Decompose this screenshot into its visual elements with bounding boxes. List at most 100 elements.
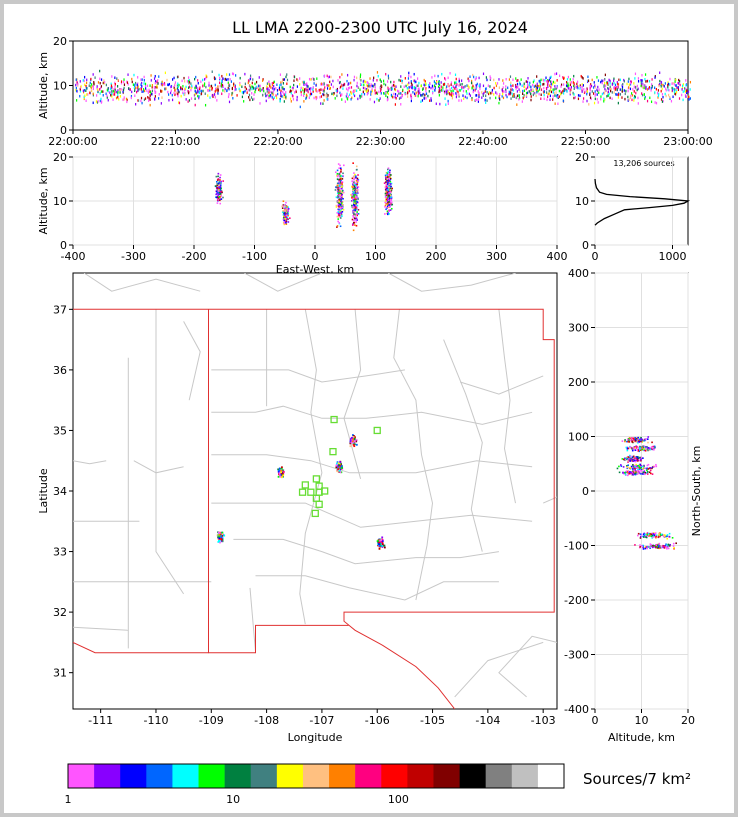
altitude-time-source (505, 77, 507, 81)
altitude-time-source (276, 83, 278, 86)
altitude-time-source (476, 85, 478, 89)
altitude-time-source (413, 86, 415, 89)
altitude-eastwest-source (340, 205, 342, 207)
northsouth-source (639, 440, 642, 442)
altitude-time-source (508, 90, 510, 94)
altitude-time-source (190, 82, 192, 85)
northsouth-source (637, 464, 640, 467)
lma-station-marker (312, 475, 321, 483)
altitude-time-source (401, 79, 403, 83)
altitude-time-source (502, 82, 505, 85)
plan-view-xtick-label: -104 (475, 714, 500, 727)
altitude-time-source (292, 98, 295, 101)
plan-view-source (353, 438, 356, 440)
plan-view-source (352, 443, 355, 446)
plan-view-xtick-label: -107 (309, 714, 334, 727)
altitude-time-source (243, 90, 245, 94)
altitude-eastwest-source (384, 196, 387, 199)
altitude-time-source (526, 84, 529, 87)
northsouth-source (624, 458, 626, 461)
altitude-eastwest-source (341, 187, 343, 190)
northsouth-source (651, 532, 654, 535)
altitude-time-source (369, 98, 371, 101)
altitude-time-source (540, 83, 542, 86)
altitude-time-source (560, 85, 562, 88)
altitude-eastwest-source (221, 191, 223, 194)
altitude-eastwest-source (385, 184, 388, 186)
northsouth-source (663, 545, 665, 547)
altitude-eastwest-source (354, 200, 356, 202)
plan-view-cluster (349, 434, 358, 448)
altitude-time-source (106, 94, 108, 98)
altitude-time-source (137, 76, 139, 79)
altitude-time-source (515, 85, 517, 88)
altitude-eastwest-source (218, 196, 221, 198)
altitude-time-source (674, 92, 676, 96)
altitude-time-source (370, 90, 372, 94)
altitude-eastwest-source (387, 189, 390, 192)
altitude-time-source (114, 90, 116, 94)
altitude-time-source (315, 95, 317, 99)
altitude-time-source (415, 94, 417, 97)
altitude-eastwest-xtick-label: 200 (426, 250, 447, 263)
northsouth-source (650, 447, 653, 450)
altitude-time-source (235, 74, 237, 77)
plan-view-source (336, 462, 338, 465)
altitude-time-source (400, 75, 402, 78)
altitude-time-source (521, 100, 523, 103)
altitude-eastwest-source (342, 174, 344, 177)
altitude-time-source (421, 94, 423, 97)
altitude-time-source (82, 90, 85, 94)
altitude-time-source (600, 80, 602, 84)
altitude-time-source (456, 93, 458, 97)
altitude-time-source (319, 95, 321, 99)
altitude-time-source (90, 77, 92, 81)
northsouth-source (662, 535, 665, 537)
altitude-eastwest-source (339, 207, 342, 210)
altitude-time-source (582, 100, 584, 103)
northsouth-source (632, 455, 635, 458)
altitude-time-source (143, 98, 146, 102)
altitude-eastwest-source (337, 220, 339, 223)
altitude-time-source (366, 81, 368, 84)
altitude-eastwest-source (354, 193, 356, 196)
northsouth-source (644, 533, 646, 536)
altitude-eastwest-source (217, 190, 220, 192)
altitude-time-source (548, 89, 550, 93)
altitude-time-source (444, 77, 446, 80)
altitude-time-source (148, 99, 150, 102)
altitude-eastwest-source (388, 201, 390, 203)
altitude-eastwest-source (384, 193, 387, 196)
altitude-time-source (195, 84, 197, 88)
altitude-eastwest-source (338, 187, 341, 189)
altitude-eastwest-source (336, 226, 338, 228)
altitude-eastwest-source (339, 164, 341, 167)
altitude-eastwest-source (351, 177, 354, 180)
altitude-time-source (518, 88, 520, 91)
altitude-time-source (150, 79, 152, 82)
altitude-time-source (84, 83, 86, 87)
altitude-time-source (482, 72, 485, 76)
altitude-eastwest-source (220, 180, 222, 183)
altitude-time-source (310, 77, 313, 81)
altitude-time-source (387, 77, 390, 80)
altitude-time-source (575, 86, 577, 89)
altitude-eastwest-source (355, 186, 357, 189)
plan-view-xtick-label: -109 (199, 714, 224, 727)
altitude-time-source (544, 78, 546, 82)
northsouth-source (639, 448, 641, 450)
altitude-time-source (347, 83, 349, 86)
northsouth-source (634, 458, 637, 461)
altitude-eastwest-source (220, 190, 222, 193)
altitude-time-source (151, 86, 153, 89)
altitude-time-source (563, 76, 565, 80)
altitude-time-source (270, 86, 272, 89)
altitude-eastwest-source (285, 223, 288, 225)
plan-view-source (378, 547, 381, 550)
altitude-time-source (266, 87, 269, 91)
northsouth-source (643, 533, 645, 536)
altitude-time-source (525, 87, 527, 91)
altitude-eastwest-source (384, 200, 387, 202)
altitude-time-source (350, 92, 353, 95)
altitude-time-source (372, 79, 374, 82)
